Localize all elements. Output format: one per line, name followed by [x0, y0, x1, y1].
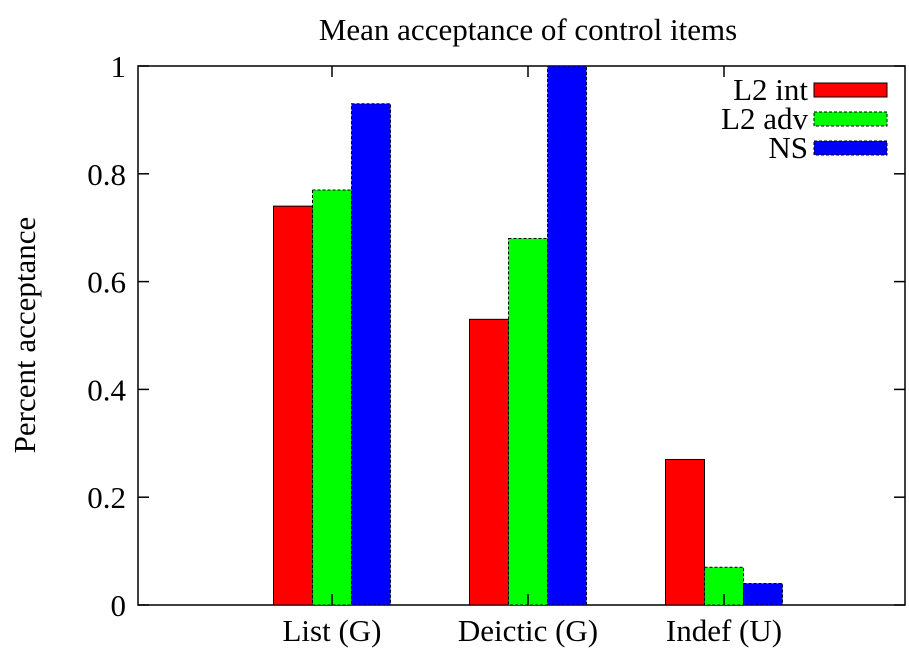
bar-ns-1	[547, 65, 587, 606]
y-tick-label: 0.2	[87, 480, 126, 515]
y-tick-label: 0.8	[87, 157, 126, 192]
legend-label: L2 int	[733, 72, 808, 107]
y-tick-label: 1	[111, 49, 127, 84]
bar-l2-int-0	[273, 205, 313, 606]
x-tick-label: Deictic (G)	[458, 613, 598, 648]
x-tick-label: List (G)	[282, 613, 381, 648]
legend-label: L2 adv	[721, 101, 808, 136]
legend-swatch	[813, 82, 888, 98]
y-tick-label: 0.6	[87, 265, 126, 300]
bar-ns-2	[743, 582, 783, 606]
bar-l2-int-2	[665, 458, 705, 606]
legend-label: NS	[768, 130, 808, 165]
bar-l2-int-1	[469, 318, 509, 606]
bar-ns-0	[351, 103, 391, 606]
chart-title: Mean acceptance of control items	[319, 12, 737, 47]
x-tick-label: Indef (U)	[666, 613, 782, 648]
bar-l2-adv-1	[508, 237, 548, 606]
y-tick-label: 0	[111, 588, 127, 623]
legend-swatch	[813, 111, 888, 127]
legend-swatch	[813, 140, 888, 156]
y-tick-label: 0.4	[87, 372, 126, 407]
bar-l2-adv-0	[312, 189, 352, 606]
y-axis-label: Percent acceptance	[7, 217, 42, 454]
